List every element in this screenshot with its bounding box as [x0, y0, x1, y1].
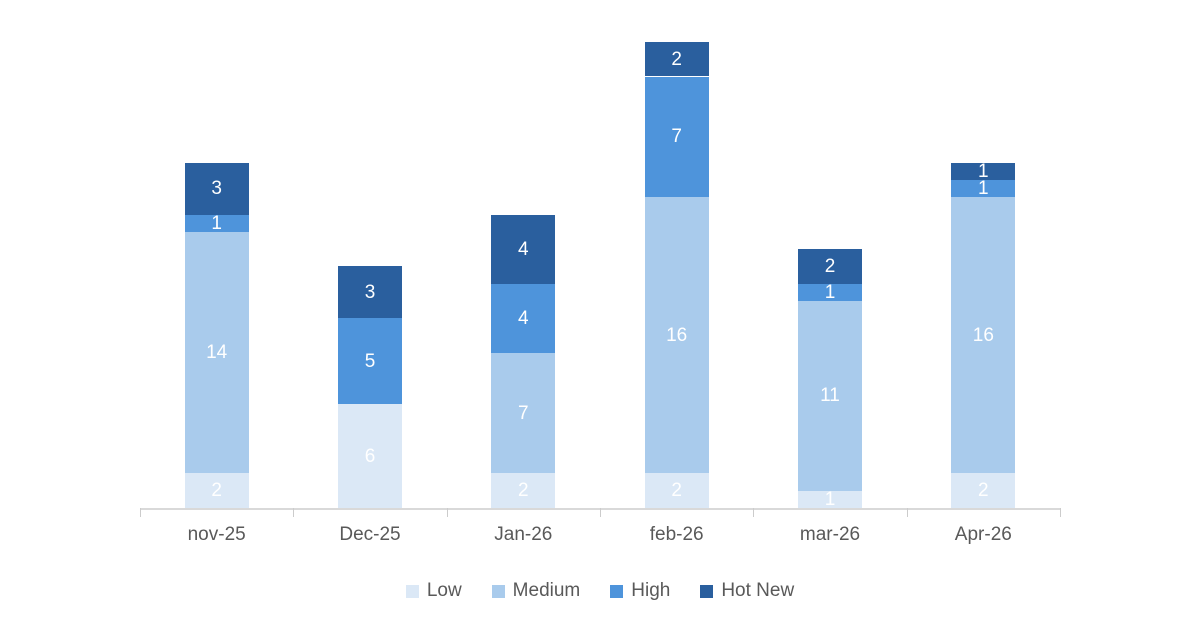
x-axis-label-mar-26: mar-26	[799, 524, 861, 545]
bar-value-label: 1	[211, 212, 222, 234]
x-axis-tick	[293, 508, 295, 517]
bar-segment-mar-26-hot-new: 2	[798, 249, 862, 284]
legend-item-low: Low	[405, 580, 462, 602]
bar-segment-Dec-25-hot-new: 3	[338, 266, 402, 319]
bar-value-label: 1	[824, 488, 836, 510]
bar-value-label: 3	[211, 178, 222, 200]
legend-swatch-icon	[700, 584, 714, 598]
bar-value-label: 1	[824, 281, 836, 303]
bar-segment-Dec-25-high: 5	[338, 318, 402, 405]
bar-segment-Dec-25-low: 6	[338, 404, 402, 508]
bar-segment-feb-26-low: 2	[644, 473, 709, 508]
bar-value-label: 2	[671, 48, 682, 70]
bar-value-label: 2	[824, 255, 836, 277]
bar-segment-Jan-26-hot-new: 4	[491, 214, 556, 284]
bar-segment-nov-25-low: 2	[184, 473, 249, 508]
x-axis-label-Dec-25: Dec-25	[339, 524, 401, 545]
legend-label: Medium	[512, 580, 581, 601]
bar-segment-Apr-26-low: 2	[951, 473, 1016, 508]
bar-segment-nov-25-hot-new: 3	[184, 162, 249, 215]
x-axis-label-Apr-26: Apr-26	[954, 524, 1012, 545]
bar-segment-mar-26-medium: 11	[798, 300, 862, 491]
legend-label: Low	[426, 580, 462, 601]
bar-value-label: 5	[364, 350, 376, 372]
bar-segment-feb-26-medium: 16	[644, 197, 709, 474]
x-axis-tick	[140, 508, 141, 517]
bar-value-label: 11	[820, 385, 840, 407]
x-axis-tick	[446, 508, 448, 517]
legend-item-hot-new: Hot New	[700, 580, 794, 602]
bar-value-label: 7	[671, 126, 682, 148]
bar-segment-feb-26-hot-new: 2	[644, 41, 709, 77]
bar-segment-nov-25-medium: 14	[184, 231, 249, 474]
bar-value-label: 6	[364, 445, 376, 467]
bar-value-label: 2	[211, 480, 222, 502]
bar-segment-Jan-26-medium: 7	[491, 352, 556, 474]
bar-segment-Apr-26-high: 1	[951, 178, 1016, 200]
x-axis-tick	[1060, 508, 1061, 517]
legend-swatch-icon	[491, 584, 505, 598]
bar-segment-Jan-26-low: 2	[491, 473, 556, 508]
bar-segment-Apr-26-medium: 16	[951, 197, 1016, 474]
bar-value-label: 4	[518, 238, 529, 260]
legend: Low Medium High Hot New	[0, 580, 1200, 602]
bar-segment-mar-26-low: 1	[798, 488, 862, 510]
x-axis-label-nov-25: nov-25	[187, 524, 246, 545]
legend-label: Hot New	[721, 580, 795, 601]
bar-value-label: 1	[978, 160, 989, 182]
bar-segment-mar-26-high: 1	[798, 281, 862, 303]
legend-item-high: High	[610, 580, 670, 602]
x-axis-tick	[906, 508, 908, 517]
bar-value-label: 2	[671, 480, 682, 502]
bar-value-label: 3	[364, 281, 376, 303]
bar-value-label: 7	[518, 402, 529, 424]
legend-swatch-icon	[405, 584, 419, 598]
bar-value-label: 2	[978, 480, 989, 502]
bar-segment-Jan-26-high: 4	[491, 283, 556, 353]
bar-segment-feb-26-high: 7	[644, 76, 709, 198]
bar-value-label: 1	[978, 178, 989, 200]
x-axis-label-feb-26: feb-26	[649, 524, 704, 545]
bar-value-label: 14	[206, 342, 228, 364]
bar-value-label: 2	[518, 480, 529, 502]
bar-value-label: 4	[518, 307, 529, 329]
x-axis-tick	[753, 508, 755, 517]
bar-value-label: 16	[972, 324, 994, 346]
bar-segment-Apr-26-hot-new: 1	[951, 160, 1016, 182]
x-axis-tick	[600, 508, 601, 517]
bar-value-label: 16	[666, 324, 688, 346]
x-axis-label-Jan-26: Jan-26	[494, 524, 553, 545]
bar-segment-nov-25-high: 1	[184, 212, 249, 234]
legend-label: High	[631, 580, 671, 601]
legend-swatch-icon	[610, 584, 624, 598]
legend-item-medium: Medium	[491, 580, 581, 602]
